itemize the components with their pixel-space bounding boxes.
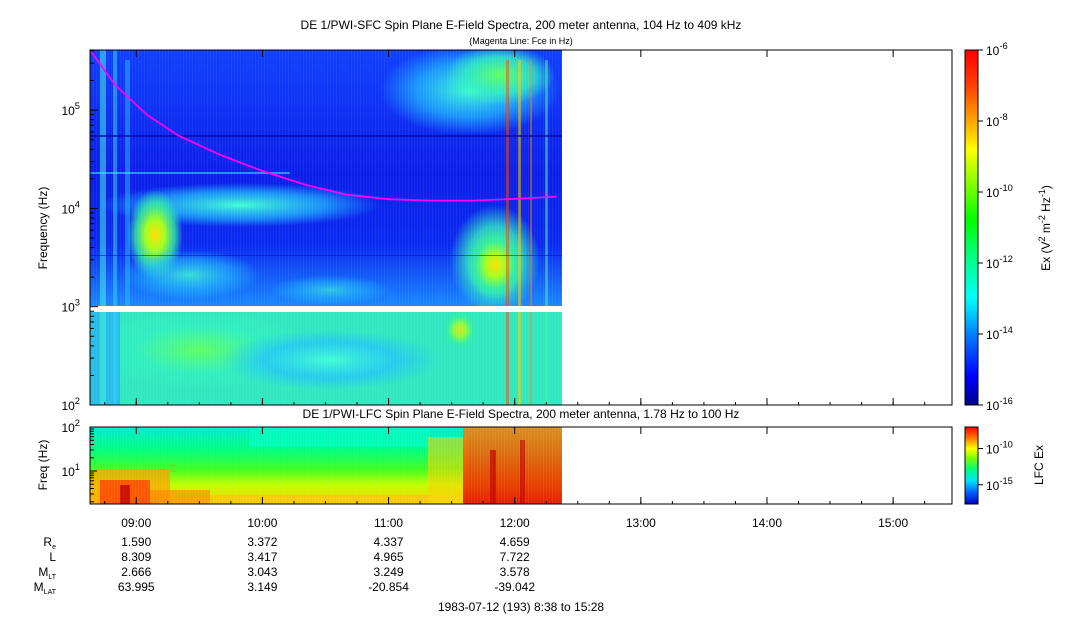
x-tick-label: 10:00	[247, 516, 277, 530]
lfc-spectrogram	[90, 427, 562, 504]
x-tick-label: 12:00	[500, 516, 530, 530]
lfc-y-tick-label: 101	[61, 462, 80, 479]
x-tick-label: 09:00	[121, 516, 151, 530]
ephemeris-row-label: L	[49, 550, 56, 564]
lfc-colorbar	[964, 426, 979, 505]
lfc-colorbar-tick-label: 10-10	[986, 440, 1013, 457]
lfc-colorbar-ticks: 10-15 10-10	[978, 440, 1013, 493]
ephemeris-value: 4.659	[500, 535, 530, 549]
ephemeris-value: -20.854	[368, 580, 409, 594]
sfc-colorbar-tick-label: 10-16	[986, 396, 1013, 413]
sfc-y-tick-label: 105	[61, 101, 80, 118]
sfc-y-tick-label: 104	[61, 199, 80, 216]
sfc-colorbar-ticks: 10-16 10-14 10-12 10-10 10-8 10-6	[978, 41, 1013, 413]
x-tick-label: 14:00	[752, 516, 782, 530]
lfc-y-label: Freq (Hz)	[36, 440, 50, 491]
sfc-y-tick-label: 102	[61, 396, 80, 413]
sfc-title: DE 1/PWI-SFC Spin Plane E-Field Spectra,…	[301, 18, 742, 32]
ephemeris-value: 1.590	[121, 535, 151, 549]
sfc-spectrogram	[90, 50, 562, 405]
sfc-colorbar-tick-label: 10-12	[986, 254, 1013, 271]
footer-date-range: 1983-07-12 (193) 8:38 to 15:28	[438, 600, 604, 614]
ephemeris-value: 3.578	[500, 565, 530, 579]
ephemeris-row-label: MLT	[38, 565, 56, 581]
sfc-colorbar-tick-label: 10-10	[986, 183, 1013, 200]
ephemeris-value: -39.042	[494, 580, 535, 594]
lfc-y-tick-label: 102	[61, 418, 80, 435]
ephemeris-value: 3.249	[374, 565, 404, 579]
lfc-colorbar-tick-label: 10-15	[986, 476, 1013, 493]
lfc-colorbar-label: LFC Ex	[1032, 445, 1046, 485]
sfc-y-label: Frequency (Hz)	[36, 187, 50, 270]
sfc-subtitle: (Magenta Line: Fce in Hz)	[469, 36, 573, 46]
ephemeris-table: Re 1.590 3.372 4.337 4.659 L 8.309 3.417 4.965 7.…	[34, 535, 536, 596]
lfc-plot-frame	[89, 426, 953, 505]
lfc-y-axis: 101 102	[61, 418, 97, 503]
ephemeris-value: 7.722	[500, 550, 530, 564]
lfc-title: DE 1/PWI-LFC Spin Plane E-Field Spectra,…	[303, 407, 740, 421]
x-axis: 09:00 10:00 11:00 12:00 13:00 14:00 15:00	[104, 50, 926, 530]
ephemeris-value: 2.666	[121, 565, 151, 579]
ephemeris-row-label: MLAT	[34, 580, 57, 596]
sfc-colorbar	[964, 49, 979, 406]
sfc-colorbar-tick-label: 10-14	[986, 325, 1013, 342]
sfc-y-axis: 102 103 104 105	[61, 50, 98, 413]
sfc-y-tick-label: 103	[61, 298, 80, 315]
ephemeris-value: 3.372	[247, 535, 277, 549]
sfc-plot-frame	[89, 49, 953, 406]
ephemeris-row-label: Re	[43, 535, 56, 551]
x-tick-label: 15:00	[878, 516, 908, 530]
ephemeris-value: 3.149	[247, 580, 277, 594]
sfc-colorbar-label: Ex (V2 m-2 Hz-1)	[1037, 185, 1053, 271]
ephemeris-value: 4.337	[374, 535, 404, 549]
ephemeris-value: 4.965	[374, 550, 404, 564]
sfc-colorbar-tick-label: 10-6	[986, 41, 1008, 58]
ephemeris-value: 3.417	[247, 550, 277, 564]
fce-line	[90, 50, 557, 202]
sfc-colorbar-tick-label: 10-8	[986, 112, 1008, 129]
x-tick-label: 13:00	[626, 516, 656, 530]
ephemeris-value: 3.043	[247, 565, 277, 579]
ephemeris-value: 63.995	[118, 580, 155, 594]
ephemeris-value: 8.309	[121, 550, 151, 564]
x-tick-label: 11:00	[374, 516, 403, 530]
